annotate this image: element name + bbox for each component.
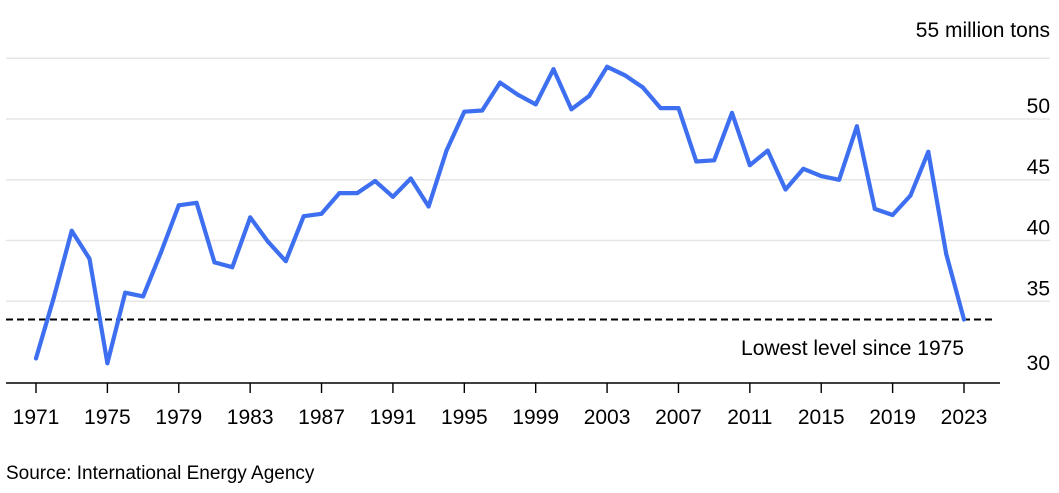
data-point-1987 bbox=[319, 211, 324, 216]
y-tick-label-30: 30 bbox=[1027, 352, 1050, 375]
x-tick-label-2019: 2019 bbox=[869, 406, 916, 429]
points-layer bbox=[34, 64, 966, 366]
x-tick-label-1983: 1983 bbox=[227, 406, 274, 429]
data-point-1975 bbox=[105, 361, 110, 366]
data-point-1993 bbox=[426, 204, 431, 209]
data-point-2020 bbox=[908, 193, 913, 198]
data-point-1974 bbox=[87, 256, 92, 261]
x-tick-label-2003: 2003 bbox=[584, 406, 631, 429]
data-point-1971 bbox=[34, 356, 38, 361]
data-point-1986 bbox=[301, 214, 306, 219]
y-axis-unit-label: 55 million tons bbox=[916, 19, 1050, 42]
data-point-1989 bbox=[355, 191, 360, 196]
data-point-1972 bbox=[51, 295, 56, 300]
data-point-1999 bbox=[533, 102, 538, 107]
data-point-2005 bbox=[640, 85, 645, 90]
y-tick-layer: 30 35 40 45 50 bbox=[1027, 95, 1050, 375]
x-tick-label-2007: 2007 bbox=[655, 406, 702, 429]
data-point-2016 bbox=[837, 177, 842, 182]
data-point-1990 bbox=[373, 178, 378, 183]
data-point-1991 bbox=[390, 194, 395, 199]
data-point-1997 bbox=[498, 80, 502, 85]
data-point-2009 bbox=[712, 158, 717, 163]
data-point-2018 bbox=[872, 206, 877, 211]
data-point-1977 bbox=[141, 294, 146, 299]
annotation-lowest-level: Lowest level since 1975 bbox=[741, 337, 964, 360]
data-point-2017 bbox=[854, 124, 859, 129]
data-point-1984 bbox=[266, 239, 270, 244]
data-point-1978 bbox=[158, 250, 163, 255]
data-point-2000 bbox=[551, 67, 556, 72]
data-point-1994 bbox=[444, 148, 449, 153]
data-point-2010 bbox=[730, 110, 734, 115]
data-point-2013 bbox=[783, 187, 788, 192]
data-point-2014 bbox=[801, 166, 806, 171]
data-point-1982 bbox=[230, 265, 235, 270]
data-point-1983 bbox=[248, 215, 253, 220]
x-tick-label-1979: 1979 bbox=[155, 406, 202, 429]
source-note: Source: International Energy Agency bbox=[6, 463, 315, 484]
x-tick-label-1987: 1987 bbox=[298, 406, 345, 429]
data-point-1976 bbox=[123, 290, 128, 295]
data-point-2022 bbox=[944, 251, 949, 256]
x-tick-label-1991: 1991 bbox=[370, 406, 417, 429]
grid-layer bbox=[6, 57, 1050, 302]
x-tick-layer: 1971 1975 1979 1983 1987 1991 1995 1999 2003 2007… bbox=[13, 383, 988, 429]
data-point-1979 bbox=[176, 203, 181, 208]
data-point-2012 bbox=[765, 148, 770, 153]
data-point-1973 bbox=[69, 228, 74, 233]
data-point-1981 bbox=[212, 260, 217, 265]
data-point-2003 bbox=[605, 64, 610, 69]
data-point-2001 bbox=[569, 107, 574, 112]
data-point-1988 bbox=[337, 191, 342, 196]
x-tick-label-2011: 2011 bbox=[727, 406, 772, 429]
x-tick-label-1975: 1975 bbox=[84, 406, 131, 429]
y-tick-label-50: 50 bbox=[1027, 95, 1050, 118]
data-point-1995 bbox=[462, 109, 467, 114]
data-point-1996 bbox=[480, 108, 485, 113]
data-point-1985 bbox=[283, 259, 288, 264]
data-point-2006 bbox=[658, 106, 663, 111]
data-point-2015 bbox=[819, 174, 824, 179]
data-point-2004 bbox=[622, 73, 627, 78]
y-tick-label-35: 35 bbox=[1027, 277, 1050, 300]
data-point-2019 bbox=[890, 212, 895, 217]
x-tick-label-1995: 1995 bbox=[441, 406, 488, 429]
data-point-2021 bbox=[926, 149, 931, 154]
data-point-2011 bbox=[747, 163, 752, 168]
data-point-2008 bbox=[694, 159, 699, 164]
data-point-1998 bbox=[515, 92, 520, 97]
x-tick-label-2015: 2015 bbox=[798, 406, 845, 429]
data-point-2002 bbox=[587, 93, 592, 98]
x-tick-label-2023: 2023 bbox=[941, 406, 988, 429]
data-point-1980 bbox=[194, 200, 199, 205]
data-point-1992 bbox=[408, 176, 413, 181]
y-tick-label-40: 40 bbox=[1027, 217, 1050, 240]
y-tick-label-45: 45 bbox=[1027, 156, 1050, 179]
data-point-2007 bbox=[676, 106, 681, 111]
data-point-2023 bbox=[962, 317, 966, 322]
x-tick-label-1999: 1999 bbox=[512, 406, 559, 429]
x-tick-label-1971: 1971 bbox=[13, 406, 60, 429]
